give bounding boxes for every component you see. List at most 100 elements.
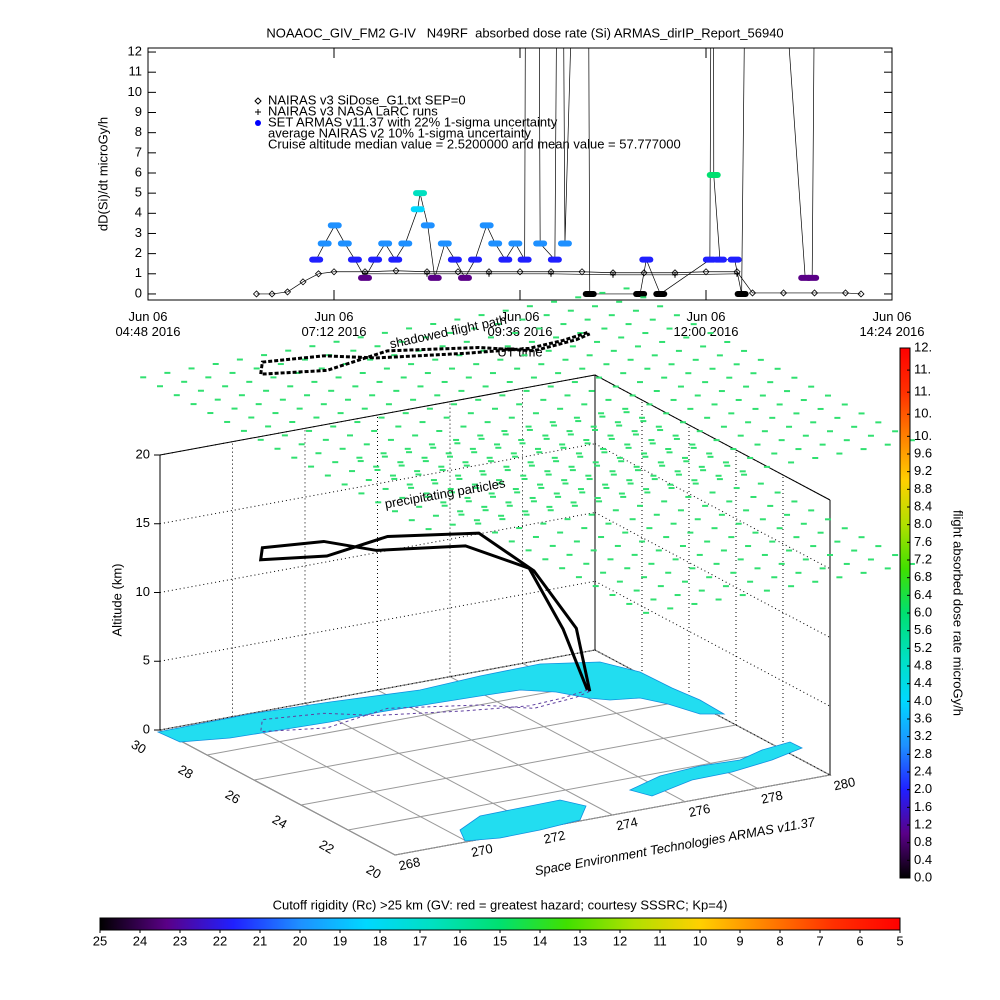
colorbar-tick-label: 4.8 xyxy=(914,657,932,672)
point xyxy=(388,256,403,263)
legend-symbol xyxy=(254,97,262,105)
colorbar-tick-label: 22 xyxy=(213,933,227,948)
shadow-path xyxy=(258,331,591,376)
colorbar-tick-label: 10 xyxy=(693,933,707,948)
point xyxy=(498,256,513,263)
land xyxy=(156,661,726,743)
colorbar-tick-label: 1.2 xyxy=(914,816,932,831)
lat-tick-label: 20 xyxy=(364,862,384,882)
colorbar-tick-label: 10. xyxy=(914,428,932,443)
colorbar-label: flight absorbed dose rate microGy/h xyxy=(951,510,966,716)
point xyxy=(309,256,324,263)
point xyxy=(314,270,323,278)
colorbar-tick-label: 9.2 xyxy=(914,463,932,478)
legend-label: NAIRAS v3 SiDose_G1.txt SEP=0 xyxy=(268,92,466,107)
colorbar-tick-label: 6 xyxy=(856,933,863,948)
point xyxy=(457,274,472,281)
colorbar-title: Cutoff rigidity (Rc) >25 km (GV: red = g… xyxy=(273,897,728,912)
grid-line xyxy=(594,443,831,570)
lat-tick-label: 30 xyxy=(129,737,149,757)
colorbar-tick-label: 12. xyxy=(914,339,932,354)
point xyxy=(702,268,710,276)
point xyxy=(653,290,668,297)
colorbar-tick-label: 1.6 xyxy=(914,799,932,814)
lon-tick-label: 278 xyxy=(760,787,784,806)
point xyxy=(640,269,648,277)
colorbar-tick-label: 16 xyxy=(453,933,467,948)
point xyxy=(486,270,492,277)
x-tick-label: Jun 06 04:48 2016 xyxy=(115,309,180,339)
y-tick-label: 2 xyxy=(135,245,142,260)
y-tick-label: 10 xyxy=(128,84,142,99)
colorbar-tick-label: 24 xyxy=(133,933,147,948)
lat-tick-label: 28 xyxy=(176,762,196,782)
z-tick-label: 10 xyxy=(136,584,150,599)
colorbar-tick-label: 5 xyxy=(896,933,903,948)
point xyxy=(748,289,757,297)
colorbar-tick-label: 9.6 xyxy=(914,445,932,460)
grid-line xyxy=(159,443,596,525)
point xyxy=(779,289,788,297)
colorbar-tick-label: 3.2 xyxy=(914,728,932,743)
legend-label: SET ARMAS v11.37 with 22% 1-sigma uncert… xyxy=(268,114,558,129)
point xyxy=(420,222,435,229)
x-tick-label: Jun 06 14:24 2016 xyxy=(859,309,924,339)
colorbar-tick-label: 20 xyxy=(293,933,307,948)
colorbar-tick-label: 8.4 xyxy=(914,498,932,513)
point xyxy=(734,290,749,297)
grid-line xyxy=(594,580,831,707)
series-line xyxy=(256,270,862,295)
colorbar-tick-label: 23 xyxy=(173,933,187,948)
colorbar-tick-label: 2.4 xyxy=(914,763,932,778)
grid-line xyxy=(377,689,613,816)
colorbar-tick-label: 7.6 xyxy=(914,534,932,549)
x-tick-label: Jun 06 07:12 2016 xyxy=(301,309,366,339)
colorbar-tick-label: 5.6 xyxy=(914,622,932,637)
lon-tick-label: 268 xyxy=(397,854,421,873)
colorbar-tick-label: 11 xyxy=(653,933,667,948)
point xyxy=(582,290,597,297)
grid-line xyxy=(232,716,468,843)
point xyxy=(252,290,261,298)
point xyxy=(398,240,413,247)
z-tick-label: 5 xyxy=(143,653,150,668)
point xyxy=(557,240,572,247)
x-tick-label: Jun 06 09:36 2016 xyxy=(487,309,552,339)
colorbar xyxy=(99,917,901,931)
point xyxy=(358,274,372,281)
y-tick-label: 7 xyxy=(135,144,142,159)
colorbar-tick-label: 4.4 xyxy=(914,675,932,690)
legend-symbol xyxy=(255,120,261,126)
colorbar-tick-label: 11. xyxy=(914,362,931,377)
colorbar-tick-label: 15 xyxy=(493,933,507,948)
point xyxy=(639,256,654,263)
lon-tick-label: 280 xyxy=(832,774,856,793)
flight-path xyxy=(258,531,592,692)
lon-tick-label: 274 xyxy=(615,814,639,833)
x-tick-label: Jun 06 12:00 2016 xyxy=(673,309,738,339)
colorbar-tick-label: 12 xyxy=(613,933,627,948)
y-tick-label: 6 xyxy=(135,164,142,179)
colorbar-tick-label: 11. xyxy=(914,384,931,399)
x-axis-label: UT time xyxy=(497,344,542,359)
point xyxy=(317,240,332,247)
colorbar-tick-label: 8.8 xyxy=(914,481,932,496)
ground-path xyxy=(260,689,590,733)
colorbar-tick-label: 19 xyxy=(333,933,347,948)
map-3d xyxy=(156,661,803,842)
point xyxy=(706,172,721,179)
point xyxy=(488,240,503,247)
colorbar-tick-label: 2.8 xyxy=(914,746,932,761)
point xyxy=(283,288,292,296)
point xyxy=(508,240,523,247)
point xyxy=(299,278,307,286)
point xyxy=(841,289,850,297)
plot-area xyxy=(252,48,865,298)
colorbar-tick-label: 18 xyxy=(373,933,387,948)
colorbar-tick-label: 8 xyxy=(776,933,783,948)
y-tick-label: 3 xyxy=(135,225,142,240)
grid-line xyxy=(159,512,596,593)
point xyxy=(468,256,483,263)
point xyxy=(347,256,362,263)
